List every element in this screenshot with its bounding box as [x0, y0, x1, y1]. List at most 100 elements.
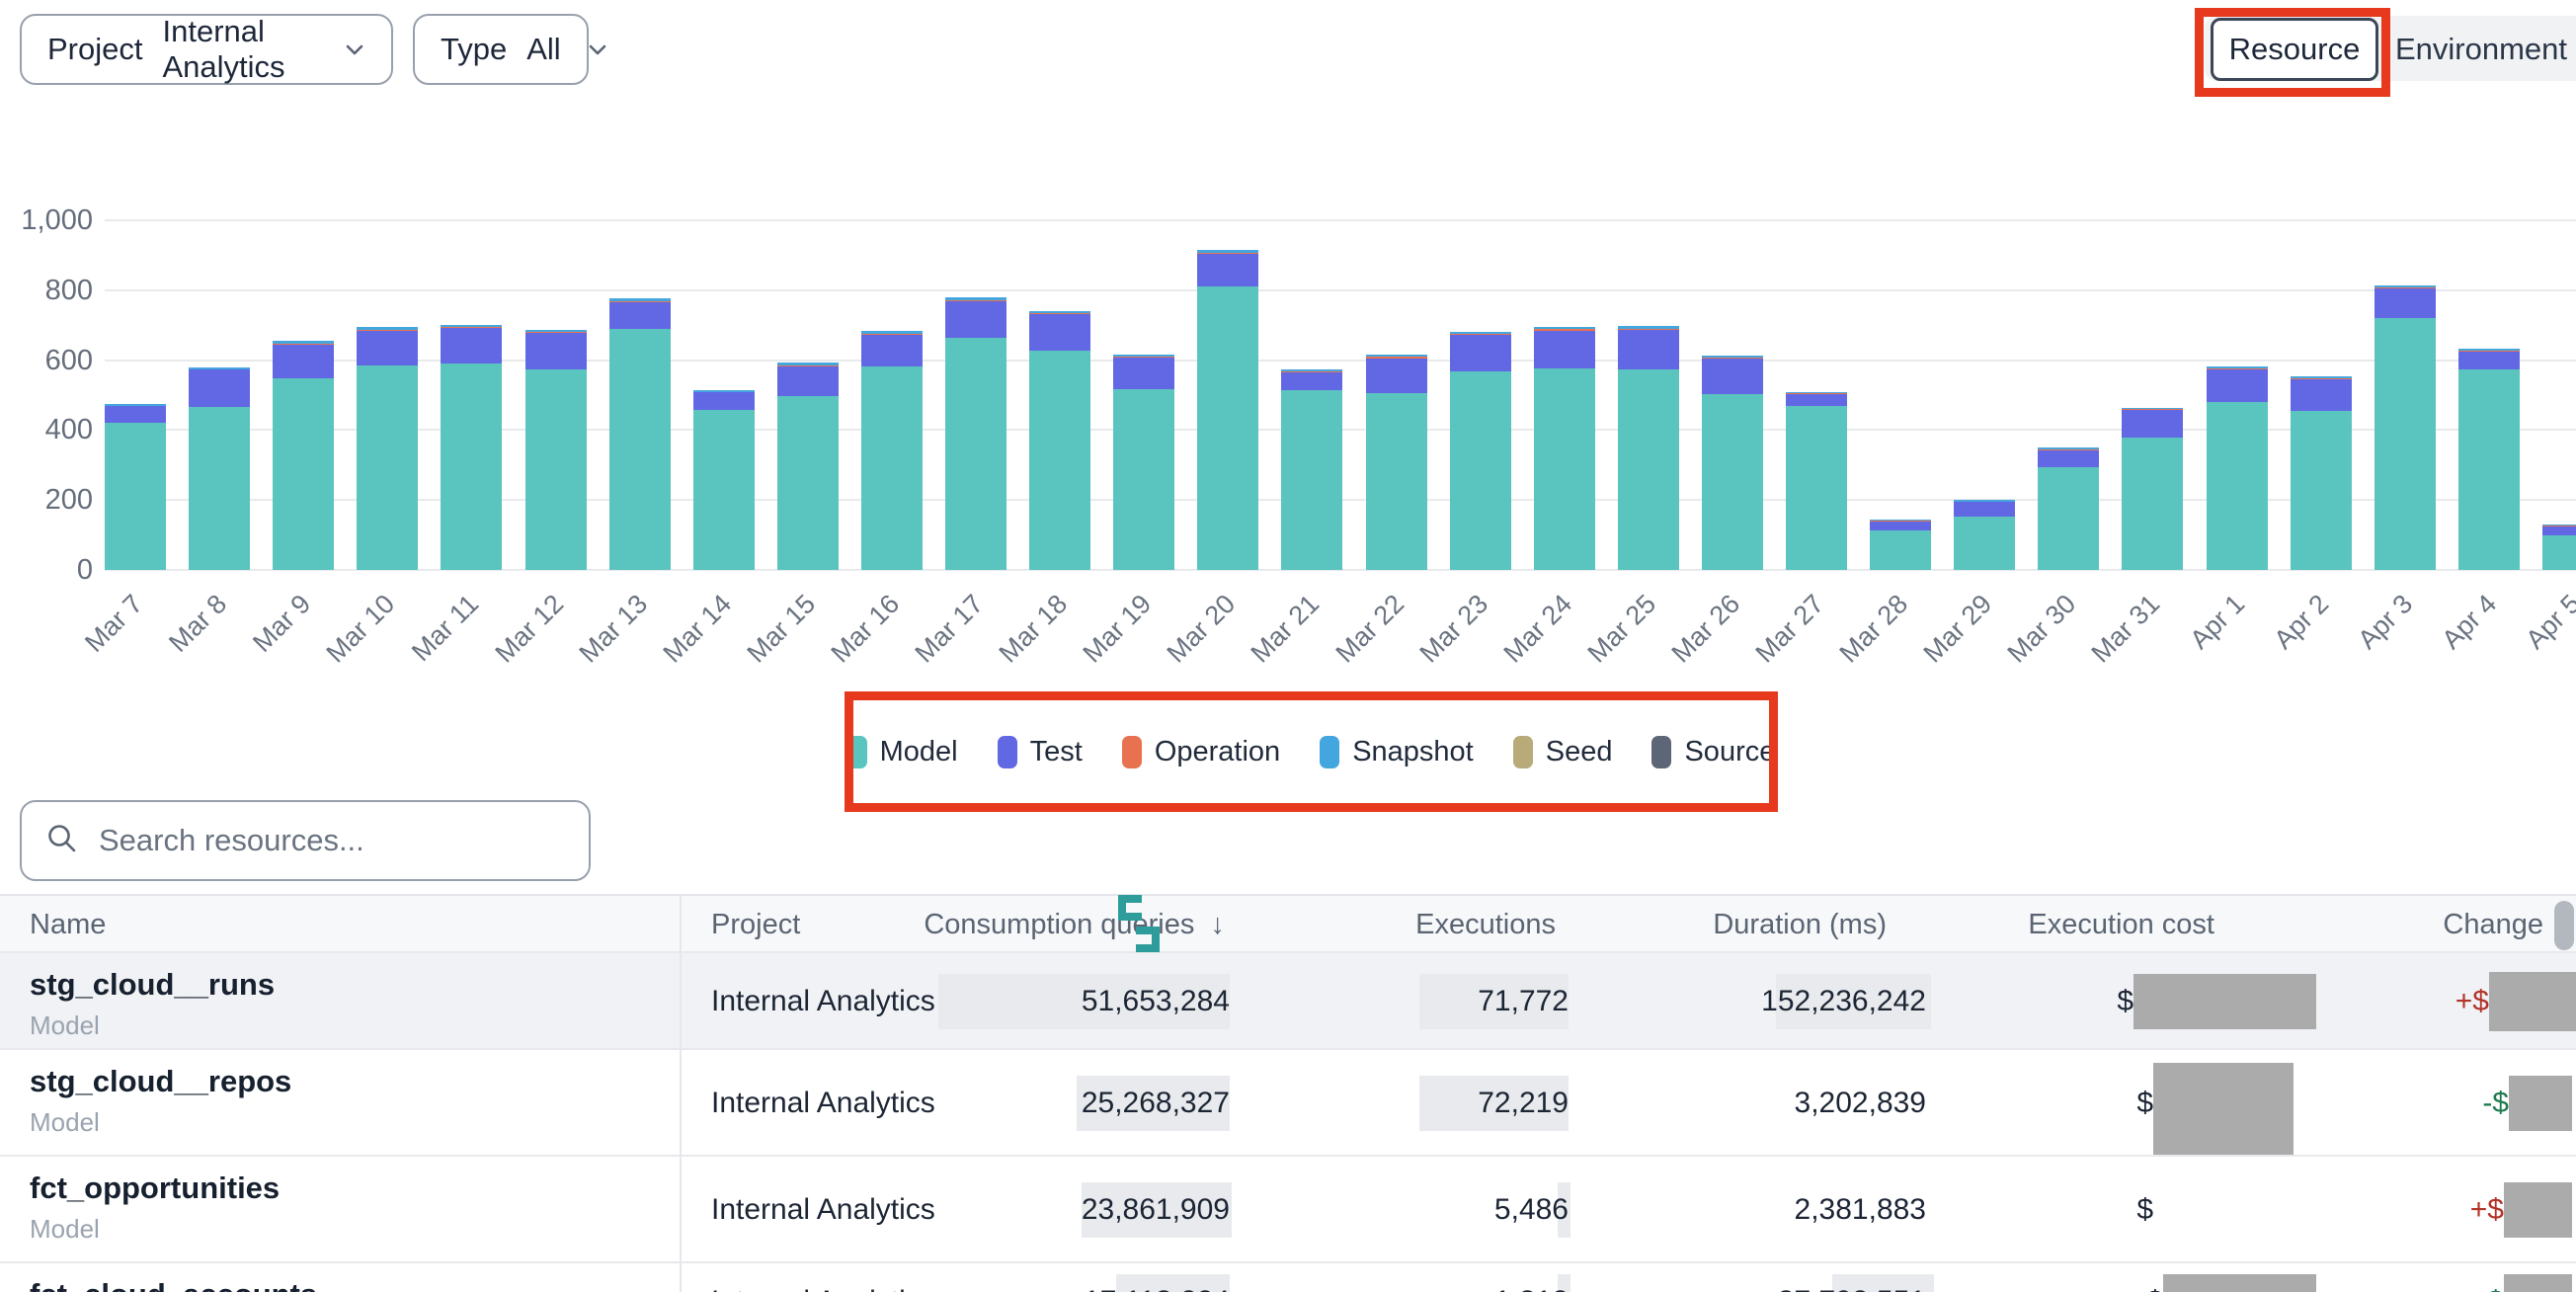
bar-segment-snapshot [189, 367, 251, 370]
column-header-name[interactable]: Name [30, 909, 107, 940]
bar-mar-12[interactable] [524, 329, 587, 570]
row-divider [0, 1155, 2576, 1157]
legend-item-test[interactable]: Test [997, 735, 1083, 768]
bar-segment-operation [945, 300, 1006, 302]
bar-mar-25[interactable] [1617, 326, 1679, 570]
column-header-execution-cost[interactable]: Execution cost [2028, 909, 2214, 940]
cell-change: +$ [2455, 985, 2489, 1017]
legend-swatch-icon [1512, 735, 1533, 768]
bar-segment-snapshot [776, 363, 839, 365]
cell-duration: 2,381,883 [1794, 1193, 1926, 1226]
column-header-executions[interactable]: Executions [1415, 909, 1556, 940]
gridline [105, 288, 2576, 291]
legend-item-operation[interactable]: Operation [1121, 735, 1280, 768]
bar-segment-operation [1029, 312, 1091, 314]
bar-mar-13[interactable] [608, 298, 671, 570]
project-filter-dropdown[interactable]: Project Internal Analytics [20, 14, 393, 85]
bar-segment-model [1786, 406, 1847, 570]
bar-mar-22[interactable] [1365, 355, 1427, 570]
table-row[interactable] [0, 1050, 2576, 1157]
bar-mar-9[interactable] [273, 341, 335, 570]
bar-apr-2[interactable] [2290, 376, 2352, 570]
bar-segment-model [2457, 368, 2520, 570]
legend-item-source[interactable]: Source [1651, 735, 1776, 768]
bar-mar-11[interactable] [441, 324, 503, 570]
bar-segment-snapshot [1113, 355, 1175, 358]
bar-apr-3[interactable] [2374, 285, 2436, 570]
bar-mar-31[interactable] [2122, 407, 2184, 570]
bar-segment-model [1281, 389, 1343, 570]
bar-segment-snapshot [1029, 310, 1091, 313]
table-row[interactable] [0, 1263, 2576, 1292]
bar-mar-21[interactable] [1281, 369, 1343, 570]
bar-mar-10[interactable] [357, 327, 419, 570]
search-input[interactable] [99, 823, 565, 858]
toggle-environment-button[interactable]: Environment [2395, 32, 2568, 66]
column-header-duration[interactable]: Duration (ms) [1713, 909, 1887, 940]
bar-mar-16[interactable] [860, 331, 923, 570]
bar-apr-1[interactable] [2206, 365, 2268, 570]
bar-mar-17[interactable] [945, 297, 1006, 570]
bar-mar-18[interactable] [1029, 310, 1091, 570]
cell-consumption-queries: 17,118,224 [1084, 1274, 1230, 1292]
bar-mar-8[interactable] [189, 367, 251, 570]
bar-mar-23[interactable] [1449, 332, 1511, 570]
legend-item-seed[interactable]: Seed [1512, 735, 1612, 768]
legend-item-snapshot[interactable]: Snapshot [1320, 735, 1474, 768]
bar-segment-operation [1786, 393, 1847, 395]
bar-segment-model [2374, 318, 2436, 570]
cell-highlight [1077, 1076, 1230, 1131]
bar-segment-test [273, 344, 335, 379]
scrollbar-thumb[interactable] [2554, 901, 2574, 950]
resource-name[interactable]: fct_cloud_accounts [30, 1277, 317, 1292]
bar-segment-model [692, 409, 755, 570]
bar-segment-test [1786, 394, 1847, 407]
bar-segment-model [1197, 286, 1259, 570]
bar-mar-14[interactable] [692, 390, 755, 570]
bar-segment-test [441, 328, 503, 364]
search-resources-box[interactable] [20, 800, 591, 881]
bar-segment-test [1449, 335, 1511, 372]
bar-segment-model [608, 329, 671, 570]
toggle-resource-button[interactable]: Resource [2211, 18, 2378, 81]
resource-name[interactable]: stg_cloud__runs [30, 967, 276, 1002]
legend-label: Model [879, 735, 958, 767]
bar-segment-test [2374, 288, 2436, 319]
column-header-project[interactable]: Project [711, 909, 801, 940]
bar-apr-5[interactable] [2541, 525, 2576, 570]
bar-apr-4[interactable] [2457, 349, 2520, 570]
bar-segment-operation [2290, 378, 2352, 379]
type-filter-value: All [526, 32, 561, 66]
resource-name[interactable]: stg_cloud__repos [30, 1064, 292, 1098]
bar-segment-operation [1281, 370, 1343, 373]
bar-segment-snapshot [357, 327, 419, 330]
bar-segment-model [1533, 368, 1595, 570]
bar-segment-test [1197, 253, 1259, 287]
type-filter-dropdown[interactable]: Type All [413, 14, 605, 85]
bar-mar-19[interactable] [1113, 355, 1175, 570]
bar-segment-snapshot [524, 329, 587, 333]
bar-mar-27[interactable] [1786, 392, 1847, 570]
bar-mar-15[interactable] [776, 363, 839, 570]
legend-label: Source [1684, 735, 1776, 767]
bar-segment-snapshot [1617, 326, 1679, 330]
column-header-change[interactable]: Change [2443, 909, 2543, 940]
bar-mar-30[interactable] [2038, 447, 2100, 570]
consumption-bar-chart: 0 200 400 600 800 1,000 Mar 7 Mar 8 Mar 9 Mar 10 M… [21, 204, 2576, 669]
bar-mar-26[interactable] [1701, 356, 1763, 570]
bar-mar-28[interactable] [1870, 520, 1932, 570]
redacted-value [2504, 1182, 2572, 1238]
bar-segment-snapshot [1701, 356, 1763, 359]
column-header-consumption-queries[interactable]: Consumption queries ↓ [924, 909, 1225, 940]
bar-mar-20[interactable] [1197, 250, 1259, 570]
bar-segment-operation [1197, 252, 1259, 254]
bar-mar-24[interactable] [1533, 327, 1595, 570]
resource-name[interactable]: fct_opportunities [30, 1171, 281, 1205]
bar-mar-7[interactable] [105, 404, 166, 570]
bar-segment-test [2122, 410, 2184, 439]
bar-segment-test [189, 369, 251, 408]
bar-segment-test [776, 365, 839, 397]
bar-mar-29[interactable] [1954, 500, 2016, 570]
table-row[interactable] [0, 1157, 2576, 1263]
cell-execution-cost: $ [2146, 1274, 2163, 1292]
